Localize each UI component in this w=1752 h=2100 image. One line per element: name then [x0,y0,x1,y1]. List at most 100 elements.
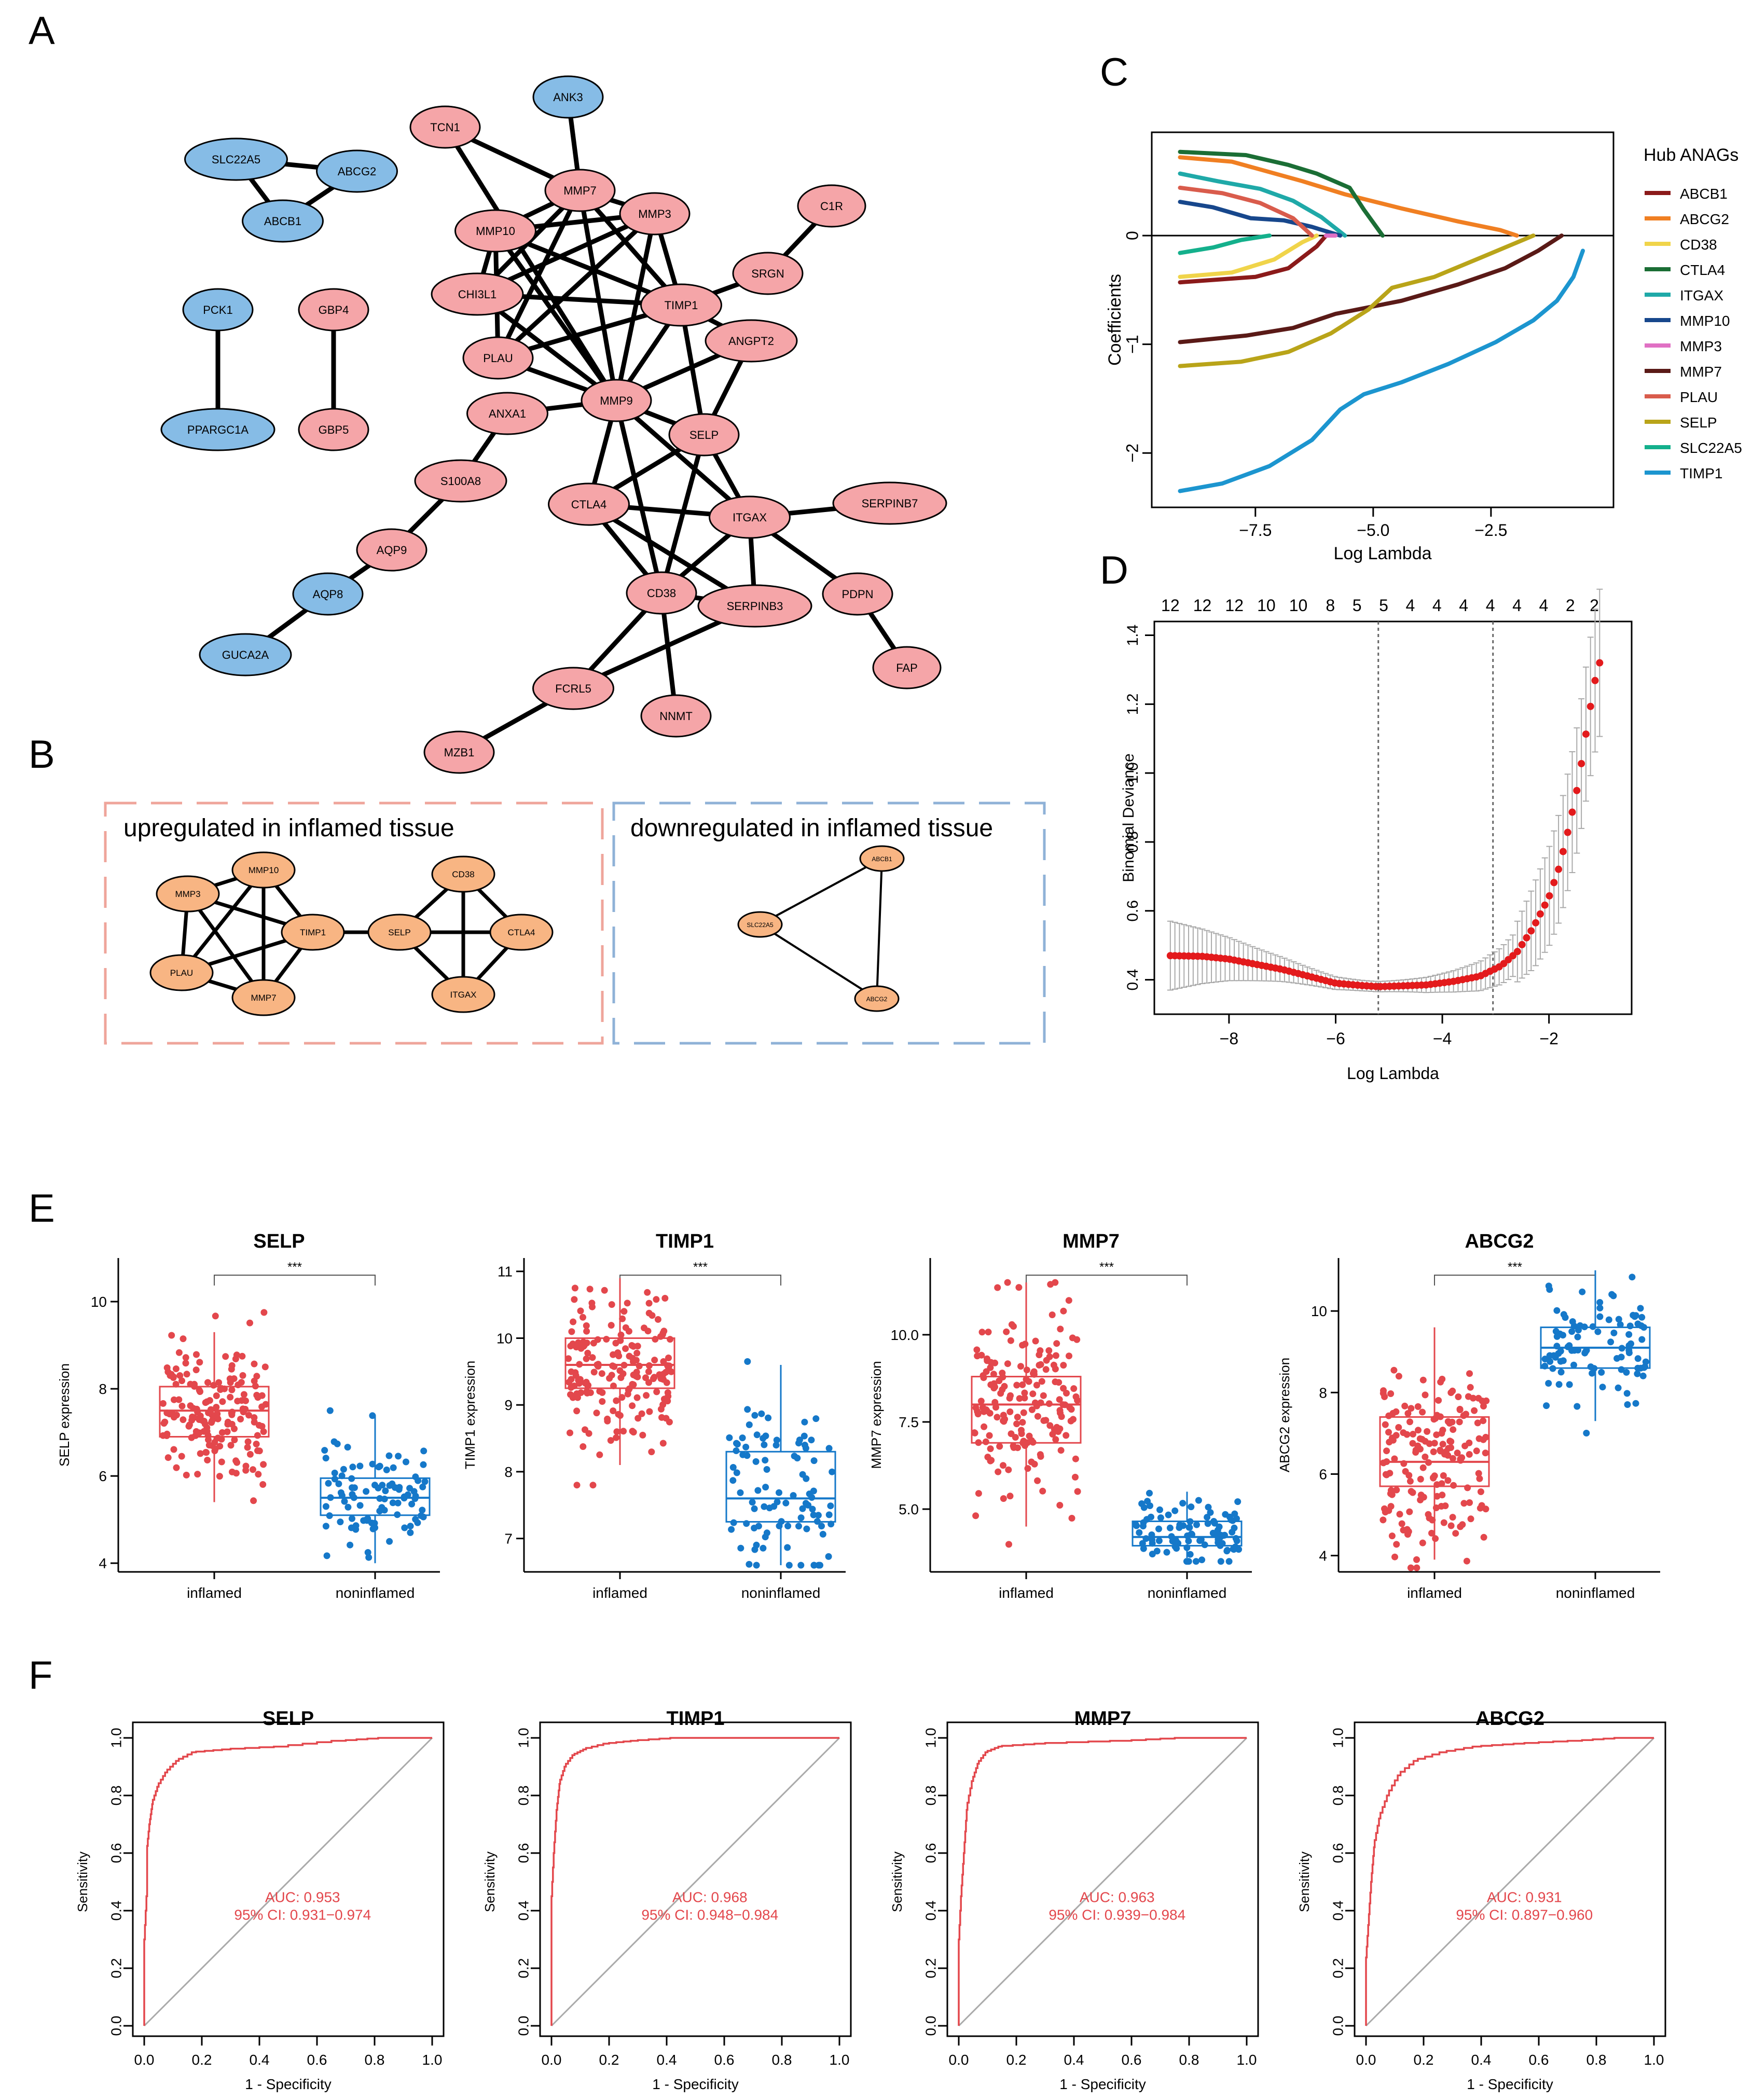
data-point [228,1386,236,1393]
data-point [603,1336,610,1343]
panel-labels: A B C D E F [29,9,1128,1697]
data-point [258,1392,266,1399]
data-point [375,1463,382,1471]
data-point [335,1480,342,1487]
network-node [581,379,652,422]
data-point [1063,1432,1070,1439]
top-count-label: 2 [1590,596,1599,615]
module-node-label: MMP7 [251,993,276,1003]
x-tick-label: −8 [1220,1029,1238,1048]
data-point [1039,1487,1046,1495]
x-axis-label: 1 - Specificity [1467,2076,1553,2092]
data-point [183,1371,190,1378]
plot-frame [1151,131,1615,508]
x-tick-label: noninflamed [1148,1585,1227,1601]
data-point [1440,1472,1447,1479]
network-node-label: CD38 [647,587,676,600]
data-point [1037,1347,1044,1354]
module-node [156,875,220,913]
data-point [1010,1442,1017,1449]
network-node-label: NNMT [659,710,693,723]
y-tick-label: 1.0 [108,1728,124,1748]
data-point [1052,1436,1059,1443]
data-point [1060,1307,1067,1315]
roc-curve [550,1737,839,2026]
data-point [746,1421,753,1428]
data-point [1480,1403,1487,1410]
data-point [159,1400,167,1407]
data-point [633,1394,641,1401]
box [725,1450,836,1523]
network-node-label: FCRL5 [555,682,591,695]
y-axis-label: Sensitivity [889,1852,905,1912]
data-point [1205,1503,1212,1511]
series-line-cd38 [1178,233,1319,279]
boxplot-title: ABCG2 [1465,1231,1534,1252]
data-point [256,1447,263,1455]
module-node-label: TIMP1 [300,928,326,937]
significance-label: *** [1508,1260,1522,1274]
network-node-label: PPARGC1A [187,423,249,436]
data-point [751,1412,758,1419]
data-point [1013,1420,1020,1428]
data-point [216,1443,224,1450]
data-point [617,1331,625,1338]
data-point [580,1314,586,1321]
data-point [1005,1466,1012,1473]
x-tick-label: 0.6 [1529,2052,1549,2068]
y-tick-label: 7.5 [899,1414,919,1430]
network-node [640,283,722,327]
data-point [1568,1347,1575,1354]
data-point [371,1482,378,1489]
data-point [610,1407,617,1414]
network-node-label: TCN1 [430,121,460,134]
data-point [1430,1474,1437,1481]
data-point [1063,1390,1070,1397]
network-node [626,571,697,615]
x-tick-label: 0.0 [1356,2052,1376,2068]
data-point [659,1440,667,1447]
data-point [1053,1340,1060,1347]
data-point [1030,1370,1037,1377]
y-tick-label: 4 [1319,1548,1327,1564]
y-tick-label: 11 [498,1264,513,1280]
y-tick-label: 0.6 [515,1843,531,1863]
data-point [1634,1370,1641,1377]
data-point [171,1396,177,1403]
data-point [1225,1558,1233,1565]
network-node-label: MMP7 [563,184,597,197]
data-point [1019,1342,1026,1349]
data-point [1447,1522,1455,1529]
series-line-abcb1 [1178,233,1328,285]
data-point [1140,1504,1148,1511]
data-point [1163,1549,1170,1556]
y-tick-label: 10.0 [891,1327,919,1343]
data-point [1195,1497,1202,1504]
data-point [980,1374,987,1381]
data-point [244,1444,251,1451]
data-point [1049,1431,1056,1438]
panel-d-cv-deviance: −8 −6 −4 −2 0.4 0.6 0.8 1.0 1.2 1.4 Log Lambda Bino… [1120,588,1633,1083]
data-point [325,1480,332,1487]
data-point [1387,1390,1395,1397]
data-point [1623,1369,1630,1376]
data-point [1461,1442,1469,1449]
data-point [1408,1488,1415,1495]
data-point [1034,1413,1041,1420]
data-point [1632,1400,1639,1407]
data-point [1188,1503,1195,1511]
data-point [604,1415,611,1422]
y-axis-label: Sensitivity [75,1852,90,1912]
roc-curve [143,1737,432,2026]
data-point [598,1370,605,1377]
y-axis-label: MMP7 expression [868,1361,884,1469]
x-tick-label: 0.0 [134,2052,155,2068]
data-point [1637,1305,1644,1312]
data-point [1483,1397,1490,1404]
data-point [360,1517,367,1524]
data-point [1230,1545,1237,1553]
data-point [250,1497,257,1504]
network-node [668,413,740,457]
data-point [1431,1440,1438,1447]
data-point [620,1428,627,1435]
